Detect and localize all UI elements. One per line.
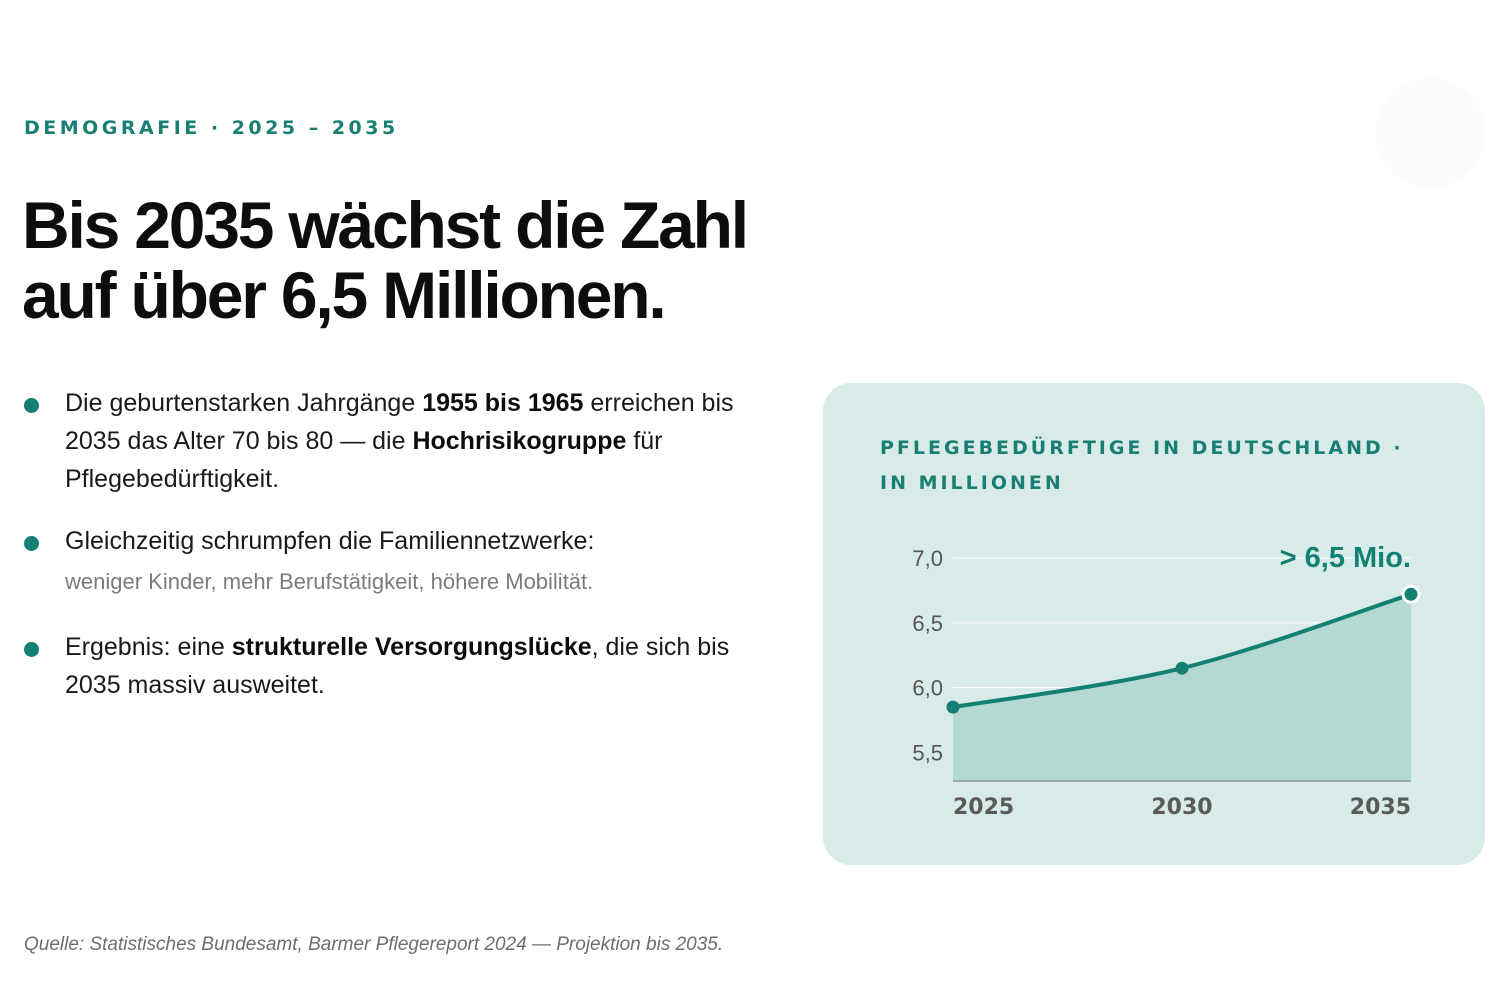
y-tick-label: 6,5 [912, 611, 943, 636]
x-tick-label: 2030 [1151, 795, 1212, 820]
title-line-1: Bis 2035 wächst die Zahl [22, 188, 749, 262]
bullet-text: Ergebnis: eine [65, 633, 232, 661]
data-point [1401, 584, 1421, 604]
data-point [1175, 661, 1189, 675]
bullet-text: erreichen bis 2035 das Alter 70 bis 80 —… [65, 389, 734, 455]
page-title: Bis 2035 wächst die Zahl auf über 6,5 Mi… [22, 190, 882, 330]
y-tick-label: 7,0 [912, 546, 943, 571]
bullet-highlight: Hochrisikogruppe [412, 427, 627, 455]
kicker-label: DEMOGRAFIE · 2025 – 2035 [24, 117, 399, 139]
x-tick-label: 2035 [1350, 795, 1411, 820]
bullet-text: Die geburtenstarken Jahrgänge [65, 389, 423, 417]
bullet-list: Die geburtenstarken Jahrgänge 1955 bis 1… [24, 384, 764, 704]
bullet-subtext: weniger Kinder, mehr Berufstätigkeit, hö… [65, 569, 594, 594]
bullet-item-jahrgaenge: Die geburtenstarken Jahrgänge 1955 bis 1… [24, 384, 764, 498]
bullet-text: Gleichzeitig schrumpfen die Familiennetz… [65, 527, 595, 555]
bullet-text: , die sich bis 2035 massiv ausweitet. [65, 633, 730, 699]
series-area [953, 594, 1411, 781]
source-note: Quelle: Statistisches Bundesamt, Barmer … [24, 934, 724, 955]
bullet-item-ergebnis: Ergebnis: eine strukturelle Versorgungsl… [24, 628, 764, 704]
bullet-dot [24, 642, 39, 657]
area-chart: 5,5 6,0 6,5 7,0 2025 2030 2035 > 6,5 Mio. [912, 542, 1421, 820]
y-tick-label: 6,0 [912, 676, 943, 701]
bullet-dot [24, 398, 39, 413]
bullet-dot [24, 536, 39, 551]
bullet-highlight: strukturelle Versorgungslücke [231, 633, 592, 661]
decorative-disc [1375, 78, 1485, 188]
chart-title: PFLEGEBEDÜRFTIGE IN DEUTSCHLAND · IN MIL… [880, 437, 1404, 494]
bullet-highlight: 1955 bis 1965 [422, 389, 584, 417]
title-line-2: auf über 6,5 Millionen. [22, 258, 667, 332]
y-tick-label: 5,5 [912, 740, 943, 765]
bullet-text: für Pflegebedürftigkeit. [65, 427, 663, 493]
x-tick-label: 2025 [953, 795, 1014, 820]
chart-card: PFLEGEBEDÜRFTIGE IN DEUTSCHLAND · IN MIL… [823, 383, 1485, 865]
data-point [946, 700, 960, 714]
data-annotation: > 6,5 Mio. [1280, 542, 1411, 574]
bullet-item-familie: Gleichzeitig schrumpfen die Familiennetz… [24, 522, 764, 604]
